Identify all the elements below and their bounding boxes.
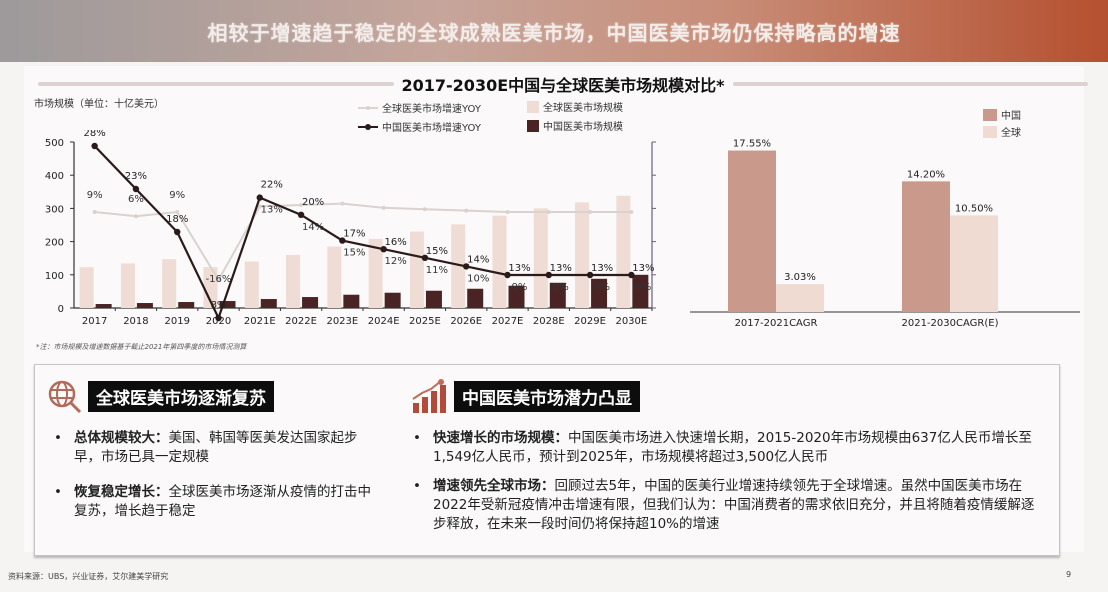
line-swatch-icon	[358, 123, 378, 130]
svg-text:9%: 9%	[635, 282, 651, 293]
svg-text:20%: 20%	[302, 197, 324, 208]
svg-text:9%: 9%	[594, 282, 610, 293]
globe-search-icon	[48, 380, 82, 414]
bullet-item: 增速领先全球市场：回顾过去5年，中国的医美行业增速持续领先于全球增速。虽然中国医…	[411, 477, 1041, 534]
header-banner: 相较于增速趋于稳定的全球成熟医美市场，中国医美市场仍保持略高的增速	[0, 0, 1108, 62]
legend-global-size: 全球医美市场规模	[527, 99, 623, 114]
svg-text:2021-2030CAGR(E): 2021-2030CAGR(E)	[902, 318, 999, 329]
banner-title: 相较于增速趋于稳定的全球成熟医美市场，中国医美市场仍保持略高的增速	[207, 20, 901, 45]
svg-text:2027E: 2027E	[492, 316, 524, 327]
svg-text:2017-2021CAGR: 2017-2021CAGR	[735, 318, 818, 329]
svg-text:22%: 22%	[261, 180, 283, 191]
line-swatch-icon	[358, 105, 378, 110]
svg-text:11%: 11%	[426, 265, 448, 276]
svg-text:400: 400	[45, 171, 64, 182]
legend-china-size: 中国医美市场规模	[527, 118, 623, 133]
svg-text:14%: 14%	[467, 254, 489, 265]
left-panel-tag: 全球医美市场逐渐复苏	[88, 381, 274, 412]
svg-text:14.20%: 14.20%	[907, 169, 945, 180]
svg-text:2021E: 2021E	[244, 316, 276, 327]
svg-text:17%: 17%	[343, 229, 365, 240]
svg-text:28%: 28%	[84, 130, 106, 139]
bar-swatch-icon	[527, 100, 539, 113]
chart-footnote: *注：市场规模及增速数据基于截止2021年第四季度的市场情况测算	[36, 343, 247, 351]
svg-text:2018: 2018	[123, 316, 148, 327]
svg-text:10.50%: 10.50%	[955, 203, 993, 214]
svg-text:2024E: 2024E	[368, 316, 400, 327]
svg-text:18%: 18%	[166, 214, 188, 225]
legend-global-yoy: 全球医美市场增速YOY	[358, 100, 481, 115]
y-axis-unit-label: 市场规模（单位：十亿美元）	[34, 99, 164, 110]
svg-text:2026E: 2026E	[450, 316, 482, 327]
right-panel-tag: 中国医美市场潜力凸显	[454, 381, 640, 412]
legend-china: 中国	[983, 107, 1021, 122]
growth-bar-chart-icon	[412, 379, 446, 413]
bullet-item: 总体规模较大：美国、韩国等医美发达国家起步早，市场已具一定规模	[52, 429, 382, 467]
svg-text:2017: 2017	[82, 316, 107, 327]
svg-text:16%: 16%	[385, 237, 407, 248]
section-title: 2017-2030E中国与全球医美市场规模对比*	[401, 76, 725, 95]
svg-text:2029E: 2029E	[574, 316, 606, 327]
bullet-item: 快速增长的市场规模：中国医美市场进入快速增长期，2015-2020年市场规模由6…	[411, 429, 1041, 467]
svg-text:3.03%: 3.03%	[784, 272, 816, 283]
svg-text:17.55%: 17.55%	[733, 139, 771, 150]
svg-text:100: 100	[45, 271, 64, 282]
svg-text:9%: 9%	[512, 282, 528, 293]
market-size-chart: 0 100 200 300 400 500 2017 2018 2019 2020 2021E 202…	[45, 130, 656, 327]
bar-swatch-icon	[983, 108, 997, 121]
title-divider-right	[732, 82, 1089, 86]
legend-china-yoy: 中国医美市场增速YOY	[358, 119, 481, 134]
svg-text:23%: 23%	[125, 171, 147, 182]
svg-text:-16%: -16%	[206, 274, 232, 285]
page-number: 9	[1066, 570, 1072, 579]
svg-text:14%: 14%	[302, 222, 324, 233]
svg-text:2028E: 2028E	[533, 316, 565, 327]
legend-global: 全球	[983, 124, 1021, 139]
svg-text:2022E: 2022E	[285, 316, 317, 327]
bar-swatch-icon	[983, 125, 997, 138]
svg-text:13%: 13%	[632, 263, 654, 274]
svg-text:13%: 13%	[591, 263, 613, 274]
svg-text:15%: 15%	[343, 248, 365, 259]
svg-text:13%: 13%	[550, 263, 572, 274]
svg-text:2023E: 2023E	[326, 316, 358, 327]
svg-text:12%: 12%	[385, 256, 407, 267]
svg-text:0: 0	[58, 304, 64, 315]
svg-text:2025E: 2025E	[409, 316, 441, 327]
bullet-item: 恢复稳定增长：全球医美市场逐渐从疫情的打击中复苏，增长趋于稳定	[52, 483, 382, 521]
svg-text:9%: 9%	[553, 282, 569, 293]
svg-text:300: 300	[45, 204, 64, 215]
svg-text:500: 500	[45, 138, 64, 149]
svg-text:15%: 15%	[426, 246, 448, 257]
svg-text:200: 200	[45, 238, 64, 249]
source-note: 资料来源：UBS，兴业证券，艾尔建美学研究	[8, 572, 169, 581]
section-title-row: 2017-2030E中国与全球医美市场规模对比*	[38, 74, 1089, 95]
svg-text:8%: 8%	[211, 300, 227, 311]
svg-text:10%: 10%	[467, 273, 489, 284]
svg-text:2020: 2020	[206, 316, 231, 327]
svg-text:9%: 9%	[169, 190, 185, 201]
svg-text:2030E: 2030E	[615, 316, 647, 327]
svg-text:13%: 13%	[261, 205, 283, 216]
summary-box: 全球医美市场逐渐复苏 总体规模较大：美国、韩国等医美发达国家起步早，市场已具一定…	[34, 364, 1060, 556]
left-bullet-list: 总体规模较大：美国、韩国等医美发达国家起步早，市场已具一定规模 恢复稳定增长：全…	[52, 429, 382, 537]
title-divider-left	[38, 82, 394, 86]
svg-text:2019: 2019	[164, 316, 189, 327]
svg-text:13%: 13%	[508, 263, 530, 274]
bar-swatch-icon	[527, 119, 539, 132]
right-bullet-list: 快速增长的市场规模：中国医美市场进入快速增长期，2015-2020年市场规模由6…	[411, 429, 1041, 550]
svg-text:9%: 9%	[87, 190, 103, 201]
cagr-chart: 17.55% 3.03% 2017-2021CAGR 14.20% 10.50% 2021…	[690, 139, 1080, 329]
svg-text:6%: 6%	[128, 194, 144, 205]
